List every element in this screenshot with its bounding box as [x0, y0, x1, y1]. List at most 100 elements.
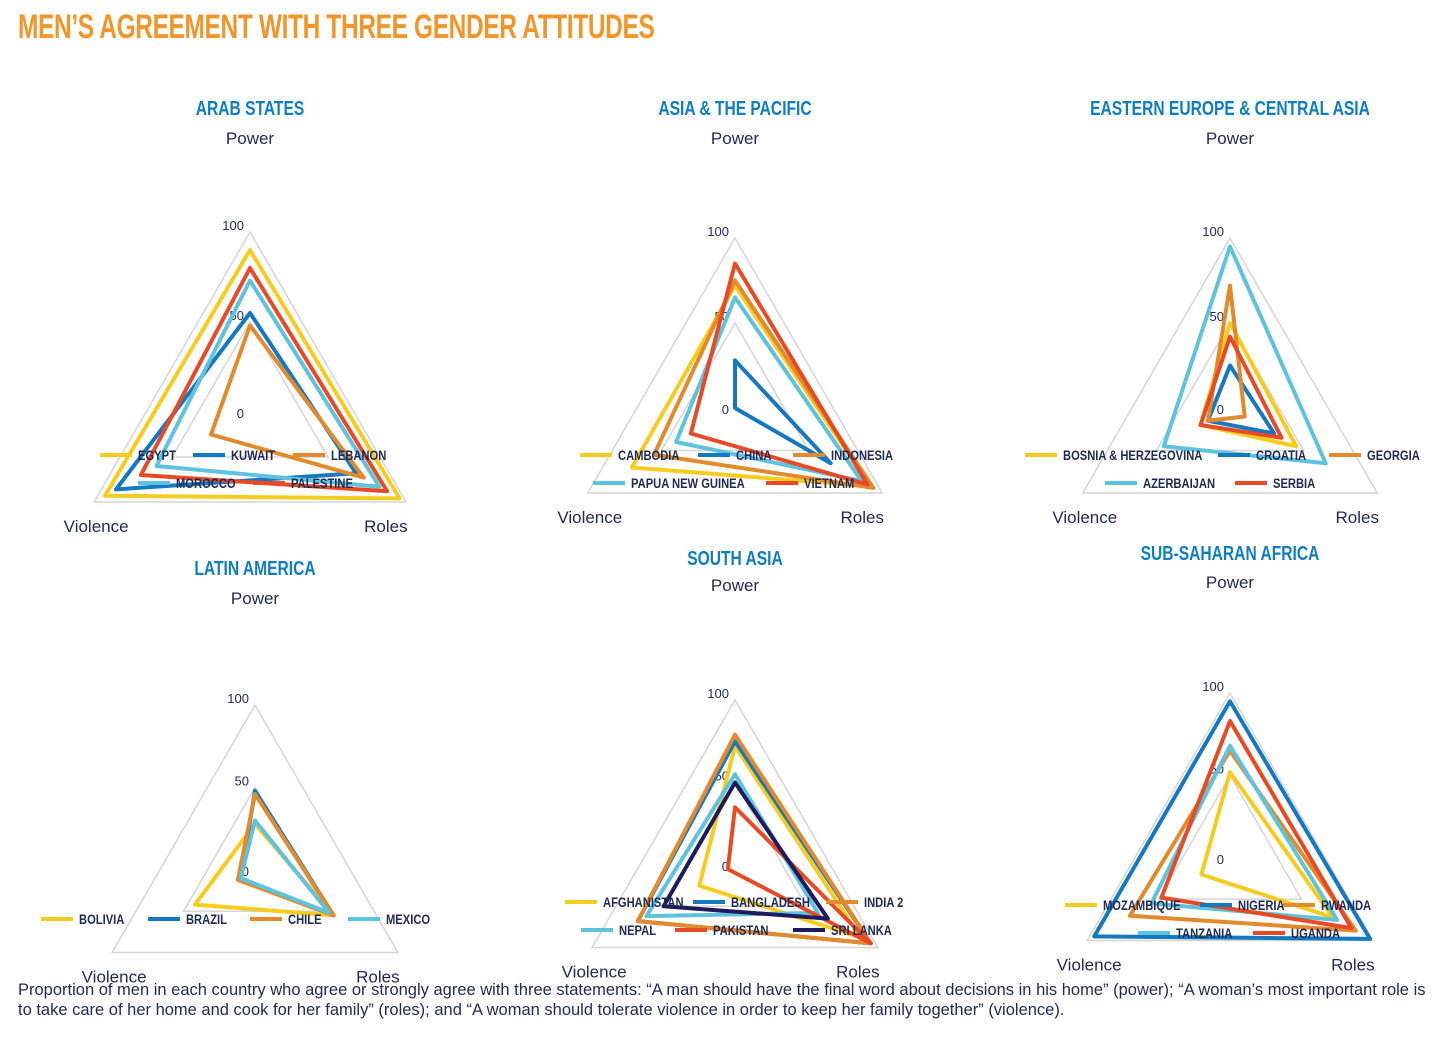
legend-label: INDONESIA	[831, 448, 893, 463]
legend-label: PAPUA NEW GUINEA	[631, 476, 745, 491]
grid-inner	[170, 320, 330, 458]
tick-label-0: 0	[1217, 852, 1224, 867]
chart-title: SUB-SAHARAN AFRICA	[1141, 542, 1320, 564]
grid-inner	[662, 780, 808, 907]
legend-label: CAMBODIA	[618, 448, 679, 463]
series-morocco	[154, 278, 382, 489]
series-pakistan	[725, 805, 873, 946]
series-india-2	[635, 732, 873, 946]
radar-chart: ARAB STATES100500PowerRolesViolenceEGYPT…	[64, 97, 408, 536]
radar-chart: ASIA & THE PACIFIC100500PowerRolesViolen…	[557, 97, 893, 527]
axis-label-power: Power	[711, 129, 760, 148]
series-croatia	[1205, 363, 1277, 436]
chart-title: ASIA & THE PACIFIC	[658, 97, 811, 119]
legend-label: LEBANON	[331, 448, 386, 463]
legend-label: SRI LANKA	[831, 923, 892, 938]
tick-label-100: 100	[222, 218, 244, 233]
radar-chart: EASTERN EUROPE & CENTRAL ASIA 100 50 0 Power…	[1025, 97, 1420, 527]
chart-panel-south-asia: SOUTH ASIA 100 50 0 Power Roles Violence AFGHAN…	[495, 545, 975, 1005]
axis-label-violence: Violence	[1057, 956, 1122, 975]
tick-label-0: 0	[242, 864, 249, 879]
grid-inner	[1157, 773, 1303, 900]
chart-panel-arab-states: ARAB STATES 100 50 0 Power Roles Violence EGYPT…	[10, 90, 490, 550]
legend-label: BRAZIL	[186, 912, 227, 927]
axis-label-violence: Violence	[557, 508, 622, 527]
tick-label-100: 100	[227, 691, 249, 706]
grid-outer	[1081, 236, 1379, 494]
axis-label-power: Power	[711, 576, 760, 595]
figure-caption: Proportion of men in each country who ag…	[18, 981, 1426, 1019]
series-vietnam	[688, 261, 870, 487]
legend-label: KUWAIT	[231, 448, 275, 463]
axis-label-roles: Roles	[364, 517, 407, 536]
series-mozambique	[1199, 770, 1335, 920]
legend-label: SERBIA	[1273, 476, 1315, 491]
axis-label-roles: Roles	[836, 963, 879, 982]
series-cambodia	[629, 283, 873, 489]
series-mexico	[238, 818, 332, 915]
legend-label: BOLIVIA	[79, 912, 124, 927]
legend-label: MOZAMBIQUE	[1103, 898, 1181, 913]
tick-label-0: 0	[722, 402, 729, 417]
legend-label: BANGLADESH	[731, 895, 810, 910]
axis-label-roles: Roles	[1331, 956, 1374, 975]
series-sri-lanka	[661, 780, 830, 921]
series-bolivia	[192, 821, 336, 918]
legend-label: MEXICO	[386, 912, 430, 927]
series-egypt	[103, 248, 402, 501]
grid-outer	[590, 698, 880, 949]
legend-label: UGANDA	[1291, 926, 1340, 941]
page-title: MEN’S AGREEMENT WITH THREE GENDER ATTITU…	[18, 8, 655, 46]
grid-outer	[1085, 691, 1375, 942]
legend-label: PAKISTAN	[713, 923, 768, 938]
tick-label-100: 100	[1202, 224, 1224, 239]
axis-label-violence: Violence	[64, 517, 129, 536]
axis-label-roles: Roles	[840, 508, 883, 527]
legend-label: CHILE	[288, 912, 322, 927]
legend-label: INDIA 2	[864, 895, 903, 910]
axis-label-roles: Roles	[1335, 508, 1378, 527]
axis-label-power: Power	[1206, 573, 1255, 592]
legend-label: GEORGIA	[1367, 448, 1420, 463]
series-serbia	[1198, 334, 1284, 440]
chart-panel-eastern-europe: EASTERN EUROPE & CENTRAL ASIA 100 50 0 Power…	[985, 90, 1456, 550]
legend-label: AFGHANISTAN	[603, 895, 684, 910]
tick-label-50: 50	[235, 774, 249, 789]
chart-title: EASTERN EUROPE & CENTRAL ASIA	[1090, 97, 1370, 119]
legend-label: CHINA	[736, 448, 771, 463]
tick-label-50: 50	[1210, 309, 1224, 324]
tick-label-0: 0	[722, 859, 729, 874]
chart-panel-sub-saharan-africa: SUB-SAHARAN AFRICA 100 50 0 Power Roles Violen…	[985, 540, 1456, 1000]
chart-title: ARAB STATES	[196, 97, 305, 119]
axis-label-power: Power	[226, 129, 275, 148]
series-rwanda	[1127, 748, 1358, 933]
axis-label-violence: Violence	[562, 963, 627, 982]
series-china	[733, 358, 833, 466]
axis-label-power: Power	[231, 589, 280, 608]
axis-label-roles: Roles	[356, 968, 399, 987]
grid-outer	[92, 230, 408, 503]
axis-label-violence: Violence	[1052, 508, 1117, 527]
axis-label-violence: Violence	[82, 968, 147, 987]
grid-outer	[110, 703, 400, 954]
tick-label-0: 0	[237, 406, 244, 421]
series-lebanon	[209, 323, 366, 480]
grid-inner	[1155, 321, 1305, 452]
legend-label: NIGERIA	[1238, 898, 1285, 913]
legend-label: PALESTINE	[291, 476, 353, 491]
series-nigeria	[1092, 699, 1373, 941]
chart-title: LATIN AMERICA	[194, 557, 315, 579]
tick-label-100: 100	[1202, 679, 1224, 694]
legend-label: NEPAL	[619, 923, 656, 938]
legend-label: MOROCCO	[176, 476, 236, 491]
series-uganda	[1159, 719, 1354, 931]
tick-label-100: 100	[707, 224, 729, 239]
legend-label: RWANDA	[1321, 898, 1371, 913]
chart-panel-latin-america: LATIN AMERICA 100 50 0 Power Roles Violence BOL…	[10, 550, 490, 1010]
legend-label: BOSNIA & HERZEGOVINA	[1063, 448, 1202, 463]
radar-chart: SUB-SAHARAN AFRICA100500PowerRolesViolen…	[1057, 542, 1375, 975]
series-indonesia	[652, 278, 876, 490]
legend-label: VIETNAM	[804, 476, 854, 491]
chart-panel-asia-pacific: ASIA & THE PACIFIC 100 50 0 Power Roles Violen…	[500, 90, 980, 550]
legend-label: TANZANIA	[1176, 926, 1232, 941]
